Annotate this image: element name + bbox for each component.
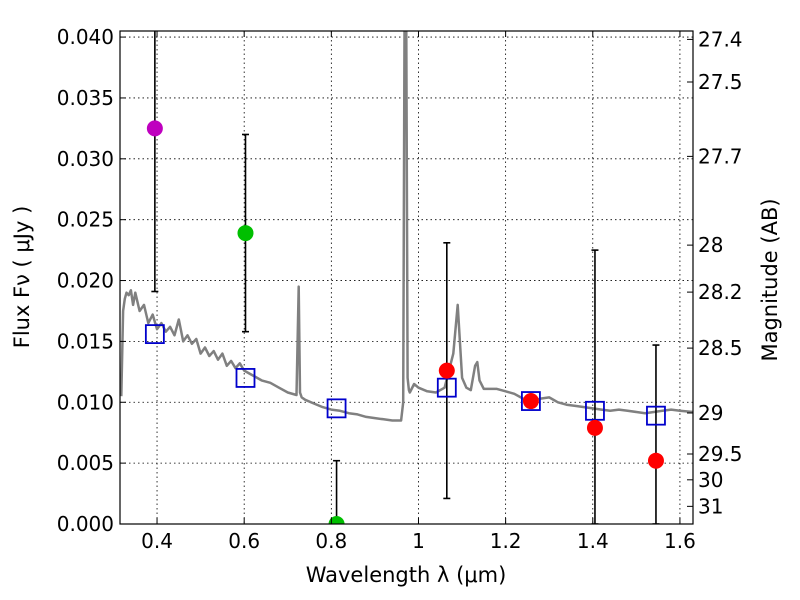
y-axis-label: Flux Fν ( μJy )	[10, 206, 34, 349]
y-tick-label: 0.015	[57, 329, 114, 353]
model-square	[235, 368, 256, 388]
model-square	[521, 391, 541, 411]
y2-axis-label: Magnitude (AB)	[758, 198, 782, 361]
x-tick-label: 1	[412, 529, 425, 553]
observed-point	[146, 120, 163, 137]
y2-tick-label: 27.5	[698, 70, 743, 94]
model-square	[585, 400, 605, 421]
plot-frame	[119, 30, 694, 525]
y2-tick-label: 30	[698, 468, 723, 492]
y2-tick-label: 27.7	[698, 144, 743, 168]
y-tick-label: 0.040	[57, 25, 114, 49]
observed-point	[522, 393, 539, 410]
x-tick-label: 0.6	[228, 529, 260, 553]
y-tick-label: 0.035	[57, 86, 114, 110]
y2-tick-label: 27.4	[698, 27, 743, 51]
observed-point	[237, 225, 254, 242]
x-tick-label: 1.4	[577, 529, 609, 553]
model-square	[144, 324, 165, 345]
y2-tick-label: 28.5	[698, 336, 743, 360]
x-axis-label: Wavelength λ (μm)	[306, 563, 507, 587]
observed-point	[647, 452, 664, 469]
x-tick-label: 0.8	[315, 529, 347, 553]
observed-point	[328, 516, 345, 524]
x-tick-label: 0.4	[141, 529, 173, 553]
y2-tick-label: 29	[698, 401, 723, 425]
y-tick-label: 0.005	[57, 451, 114, 475]
y2-tick-label: 31	[698, 494, 723, 518]
y-tick-label: 0.030	[57, 147, 114, 171]
plot-area	[120, 31, 693, 524]
y2-tick-label: 28.2	[698, 280, 743, 304]
x-tick-label: 1.2	[490, 529, 522, 553]
y2-tick-label: 29.5	[698, 442, 743, 466]
model-square	[326, 398, 347, 419]
y-tick-label: 0.025	[57, 208, 114, 232]
model-square	[646, 405, 666, 426]
x-tick-label: 1.6	[664, 529, 696, 553]
y-tick-label: 0.020	[57, 269, 114, 293]
y-tick-label: 0.000	[57, 512, 114, 536]
observed-point	[438, 362, 455, 379]
observed-point	[586, 419, 603, 436]
y2-tick-label: 28	[698, 233, 723, 257]
model-square	[436, 377, 457, 398]
spectrum-line	[120, 31, 693, 422]
y-tick-label: 0.010	[57, 390, 114, 414]
axes: 0.4 0.6 0.8 1 1.2 1.4 1.6 0.000 0.005 0.010 0.015 0…	[57, 25, 743, 553]
